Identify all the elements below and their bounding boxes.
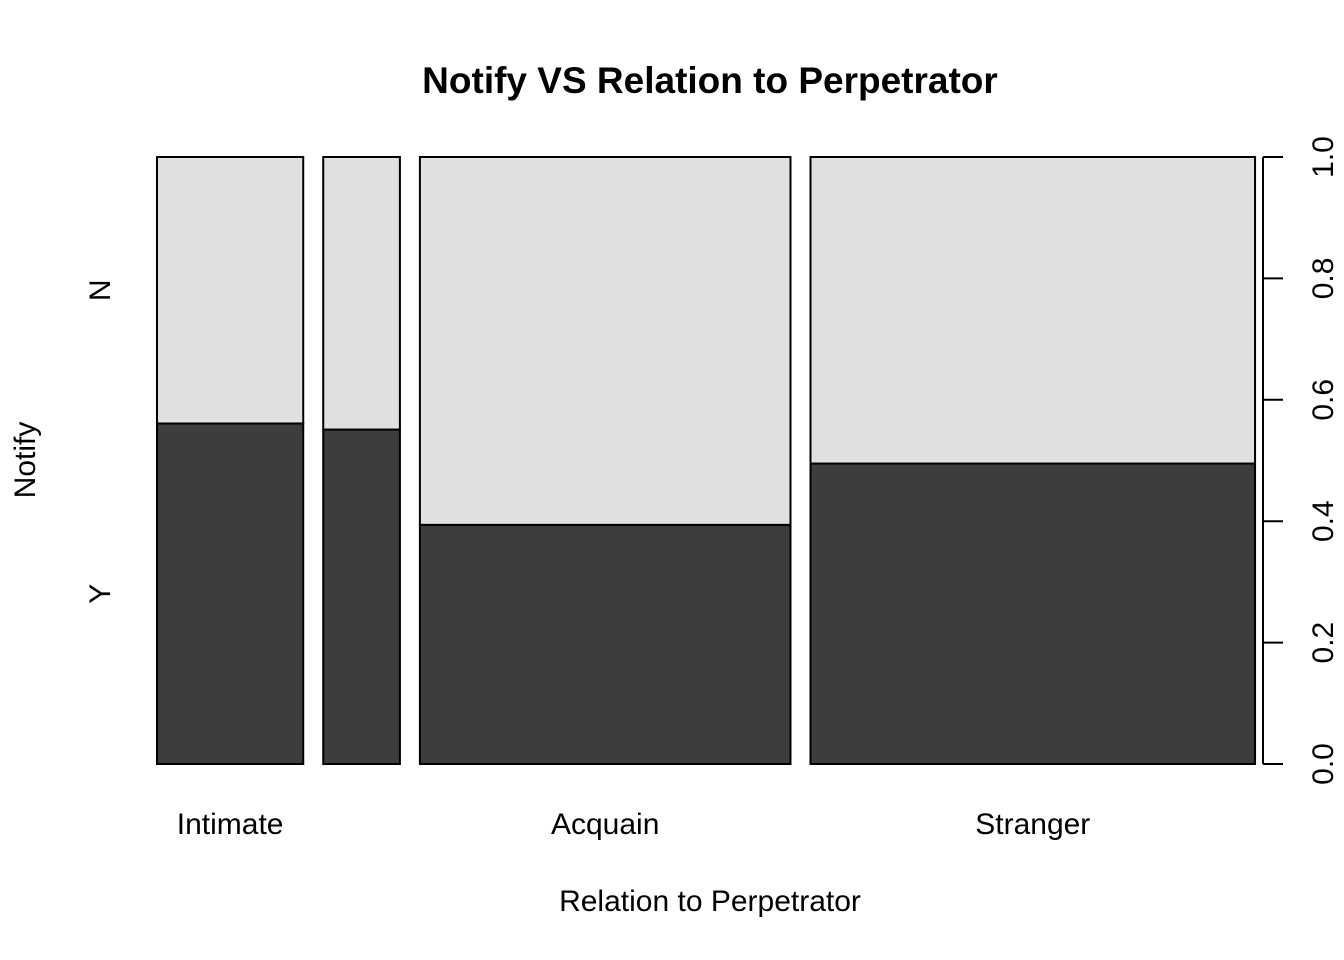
- y-axis-title: Notify: [9, 422, 42, 499]
- right-axis-tick-label: 0.0: [1307, 743, 1340, 785]
- chart-title: Notify VS Relation to Perpetrator: [422, 60, 998, 101]
- x-category-label: Acquain: [551, 808, 659, 841]
- tile-n-3: [809, 156, 1257, 465]
- right-axis: 0.0 0.2 0.4 0.6 0.8 1.0: [1262, 136, 1340, 785]
- x-category-label: Stranger: [975, 808, 1090, 841]
- x-axis-title: Relation to Perpetrator: [559, 885, 861, 918]
- y-level-labels: YN: [84, 279, 117, 603]
- tile-y-0: [156, 422, 305, 765]
- tile-n-2: [418, 156, 792, 526]
- y-level-label: N: [84, 279, 117, 301]
- y-level-label: Y: [84, 584, 117, 604]
- right-axis-tick-label: 0.4: [1307, 500, 1340, 542]
- x-category-label: Intimate: [177, 808, 284, 841]
- tile-y-2: [418, 523, 792, 765]
- right-axis-tick-label: 0.6: [1307, 379, 1340, 421]
- mosaic-tiles: [156, 156, 1257, 765]
- right-axis-tick-label: 0.8: [1307, 258, 1340, 300]
- tile-n-0: [156, 156, 305, 425]
- tile-y-3: [809, 462, 1257, 765]
- tile-n-1: [322, 156, 401, 431]
- right-axis-tick-label: 1.0: [1307, 136, 1340, 178]
- right-axis-tick-label: 0.2: [1307, 622, 1340, 664]
- tile-y-1: [322, 428, 401, 765]
- x-category-labels: Intimate Acquain Stranger: [177, 808, 1091, 841]
